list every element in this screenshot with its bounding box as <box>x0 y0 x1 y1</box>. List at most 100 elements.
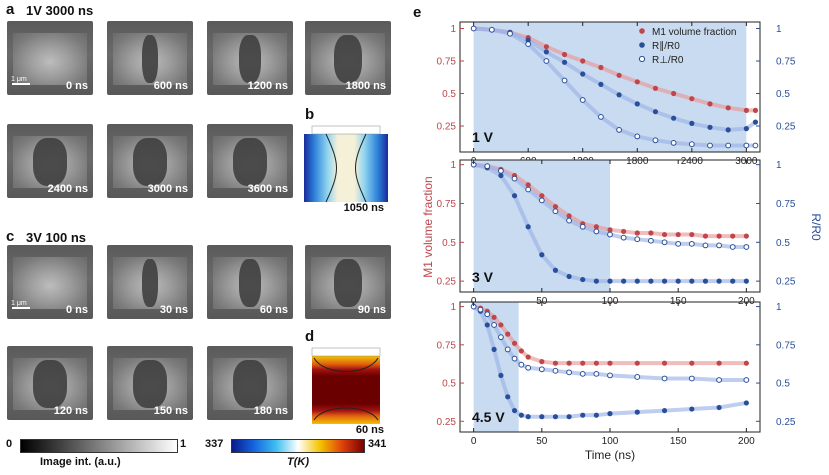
m1-point <box>511 340 518 346</box>
r-parallel-point <box>716 404 722 411</box>
r-perp-point <box>688 240 695 247</box>
r-perp-point <box>620 234 627 241</box>
r-parallel-point <box>566 414 572 420</box>
r-perp-point <box>566 217 572 224</box>
legend-marker <box>638 55 646 63</box>
r-perp-point <box>579 370 586 377</box>
r-parallel-point <box>525 37 531 43</box>
r-parallel-point <box>725 127 731 133</box>
r-parallel-point <box>539 252 545 258</box>
r-perp-point <box>491 322 497 328</box>
m1-point <box>616 72 622 78</box>
r-parallel-point <box>607 278 613 284</box>
r-perp-point <box>670 140 677 146</box>
frame-time-label: 30 ns <box>159 304 188 316</box>
m1-point <box>743 233 749 239</box>
frame-time-label: 3000 ns <box>147 183 188 195</box>
r-perp-point <box>607 372 613 379</box>
r-perp-point <box>477 306 484 313</box>
r-parallel-point <box>661 278 668 284</box>
legend-label: R∥/R0 <box>652 41 680 52</box>
y-tick-label-right: 0.5 <box>776 89 790 100</box>
y-tick-label-right: 1 <box>776 24 782 35</box>
micrograph-domain <box>334 35 362 83</box>
gray-colorbar-max: 1 <box>180 438 187 450</box>
y-tick-label-left: 0.75 <box>437 340 457 351</box>
m1-point <box>607 227 613 233</box>
panel-b-simulation: 1050 ns <box>304 124 388 214</box>
y-tick-label-right: 1 <box>776 302 782 313</box>
y-tick-label-left: 0.75 <box>437 199 457 210</box>
r-parallel-point <box>621 278 627 284</box>
y-tick-label-right: 0.75 <box>776 199 796 210</box>
y-tick-label-left: 0.25 <box>437 277 457 288</box>
m1-point <box>743 107 749 113</box>
panel-e-chart: 0600120018002400300010.750.50.2510.750.5… <box>421 21 823 462</box>
micrograph-frame: 3600 ns <box>207 124 293 198</box>
m1-point <box>598 64 604 71</box>
frame-time-label: 0 ns <box>65 304 88 316</box>
micrograph-domain <box>239 259 261 307</box>
r-perp-point <box>498 334 504 341</box>
micrograph-sample <box>13 33 87 85</box>
y-axis-title-right: R/R0 <box>809 213 823 241</box>
r-perp-point <box>552 367 559 374</box>
y-tick-label-right: 0.5 <box>776 238 790 249</box>
scale-bar-label: 1 μm <box>11 76 27 83</box>
y-tick-label-left: 1 <box>450 24 456 35</box>
m1-point <box>652 85 659 91</box>
fit-curve <box>472 304 747 419</box>
r-parallel-point <box>648 278 654 284</box>
r-perp-point <box>484 311 491 318</box>
panel-a-letter: a <box>6 1 15 18</box>
r-perp-point <box>498 167 504 174</box>
r-parallel-point <box>634 409 640 415</box>
gray-colorbar-label: Image int. (a.u.) <box>40 456 121 468</box>
panel-a-title: 1V 3000 ns <box>26 3 94 18</box>
r-perp-point <box>716 377 722 383</box>
m1-point <box>525 354 531 360</box>
r-parallel-point <box>675 278 681 284</box>
r-perp-point <box>616 126 622 133</box>
x-tick-label: 0 <box>471 436 477 447</box>
r-perp-point <box>525 41 532 47</box>
legend-marker <box>639 42 645 48</box>
r-perp-point <box>729 244 736 250</box>
panel-d-letter: d <box>305 328 315 345</box>
y-tick-label-left: 0.5 <box>442 89 456 100</box>
micrograph-frame: 3000 ns <box>107 124 193 198</box>
r-parallel-point <box>511 407 518 414</box>
m1-point <box>607 360 613 366</box>
m1-point <box>505 331 511 337</box>
panel-b-letter: b <box>305 106 315 123</box>
m1-point <box>671 90 677 97</box>
micrograph-domain <box>239 35 261 83</box>
micrograph-domain <box>334 259 362 307</box>
r-perp-point <box>507 30 513 37</box>
panel-b-time: 1050 ns <box>343 202 384 214</box>
micrograph-frame: 60 ns <box>207 245 293 319</box>
y-tick-label-right: 0.25 <box>776 417 796 428</box>
frame-time-label: 180 ns <box>253 405 288 417</box>
y-tick-label-left: 0.5 <box>442 238 456 249</box>
micrograph-domain <box>233 138 267 186</box>
micrograph-frame: 1800 ns <box>305 21 391 95</box>
r-perp-point <box>579 223 586 230</box>
frame-time-label: 600 ns <box>153 80 188 92</box>
r-parallel-point <box>580 71 586 77</box>
scale-bar <box>12 83 30 85</box>
r-parallel-point <box>505 394 511 400</box>
voltage-pulse-shade <box>473 22 747 152</box>
micrograph-frame: 30 ns <box>107 245 193 319</box>
r-parallel-point <box>661 407 668 414</box>
m1-point <box>675 231 681 238</box>
m1-point <box>518 348 524 354</box>
legend-marker <box>639 28 645 34</box>
m1-point <box>525 182 531 188</box>
r-parallel-point <box>543 49 549 55</box>
m1-point <box>566 360 572 366</box>
r-parallel-point <box>552 267 559 273</box>
m1-point <box>580 58 586 64</box>
m1-point <box>491 314 497 320</box>
r-perp-point <box>634 133 641 140</box>
